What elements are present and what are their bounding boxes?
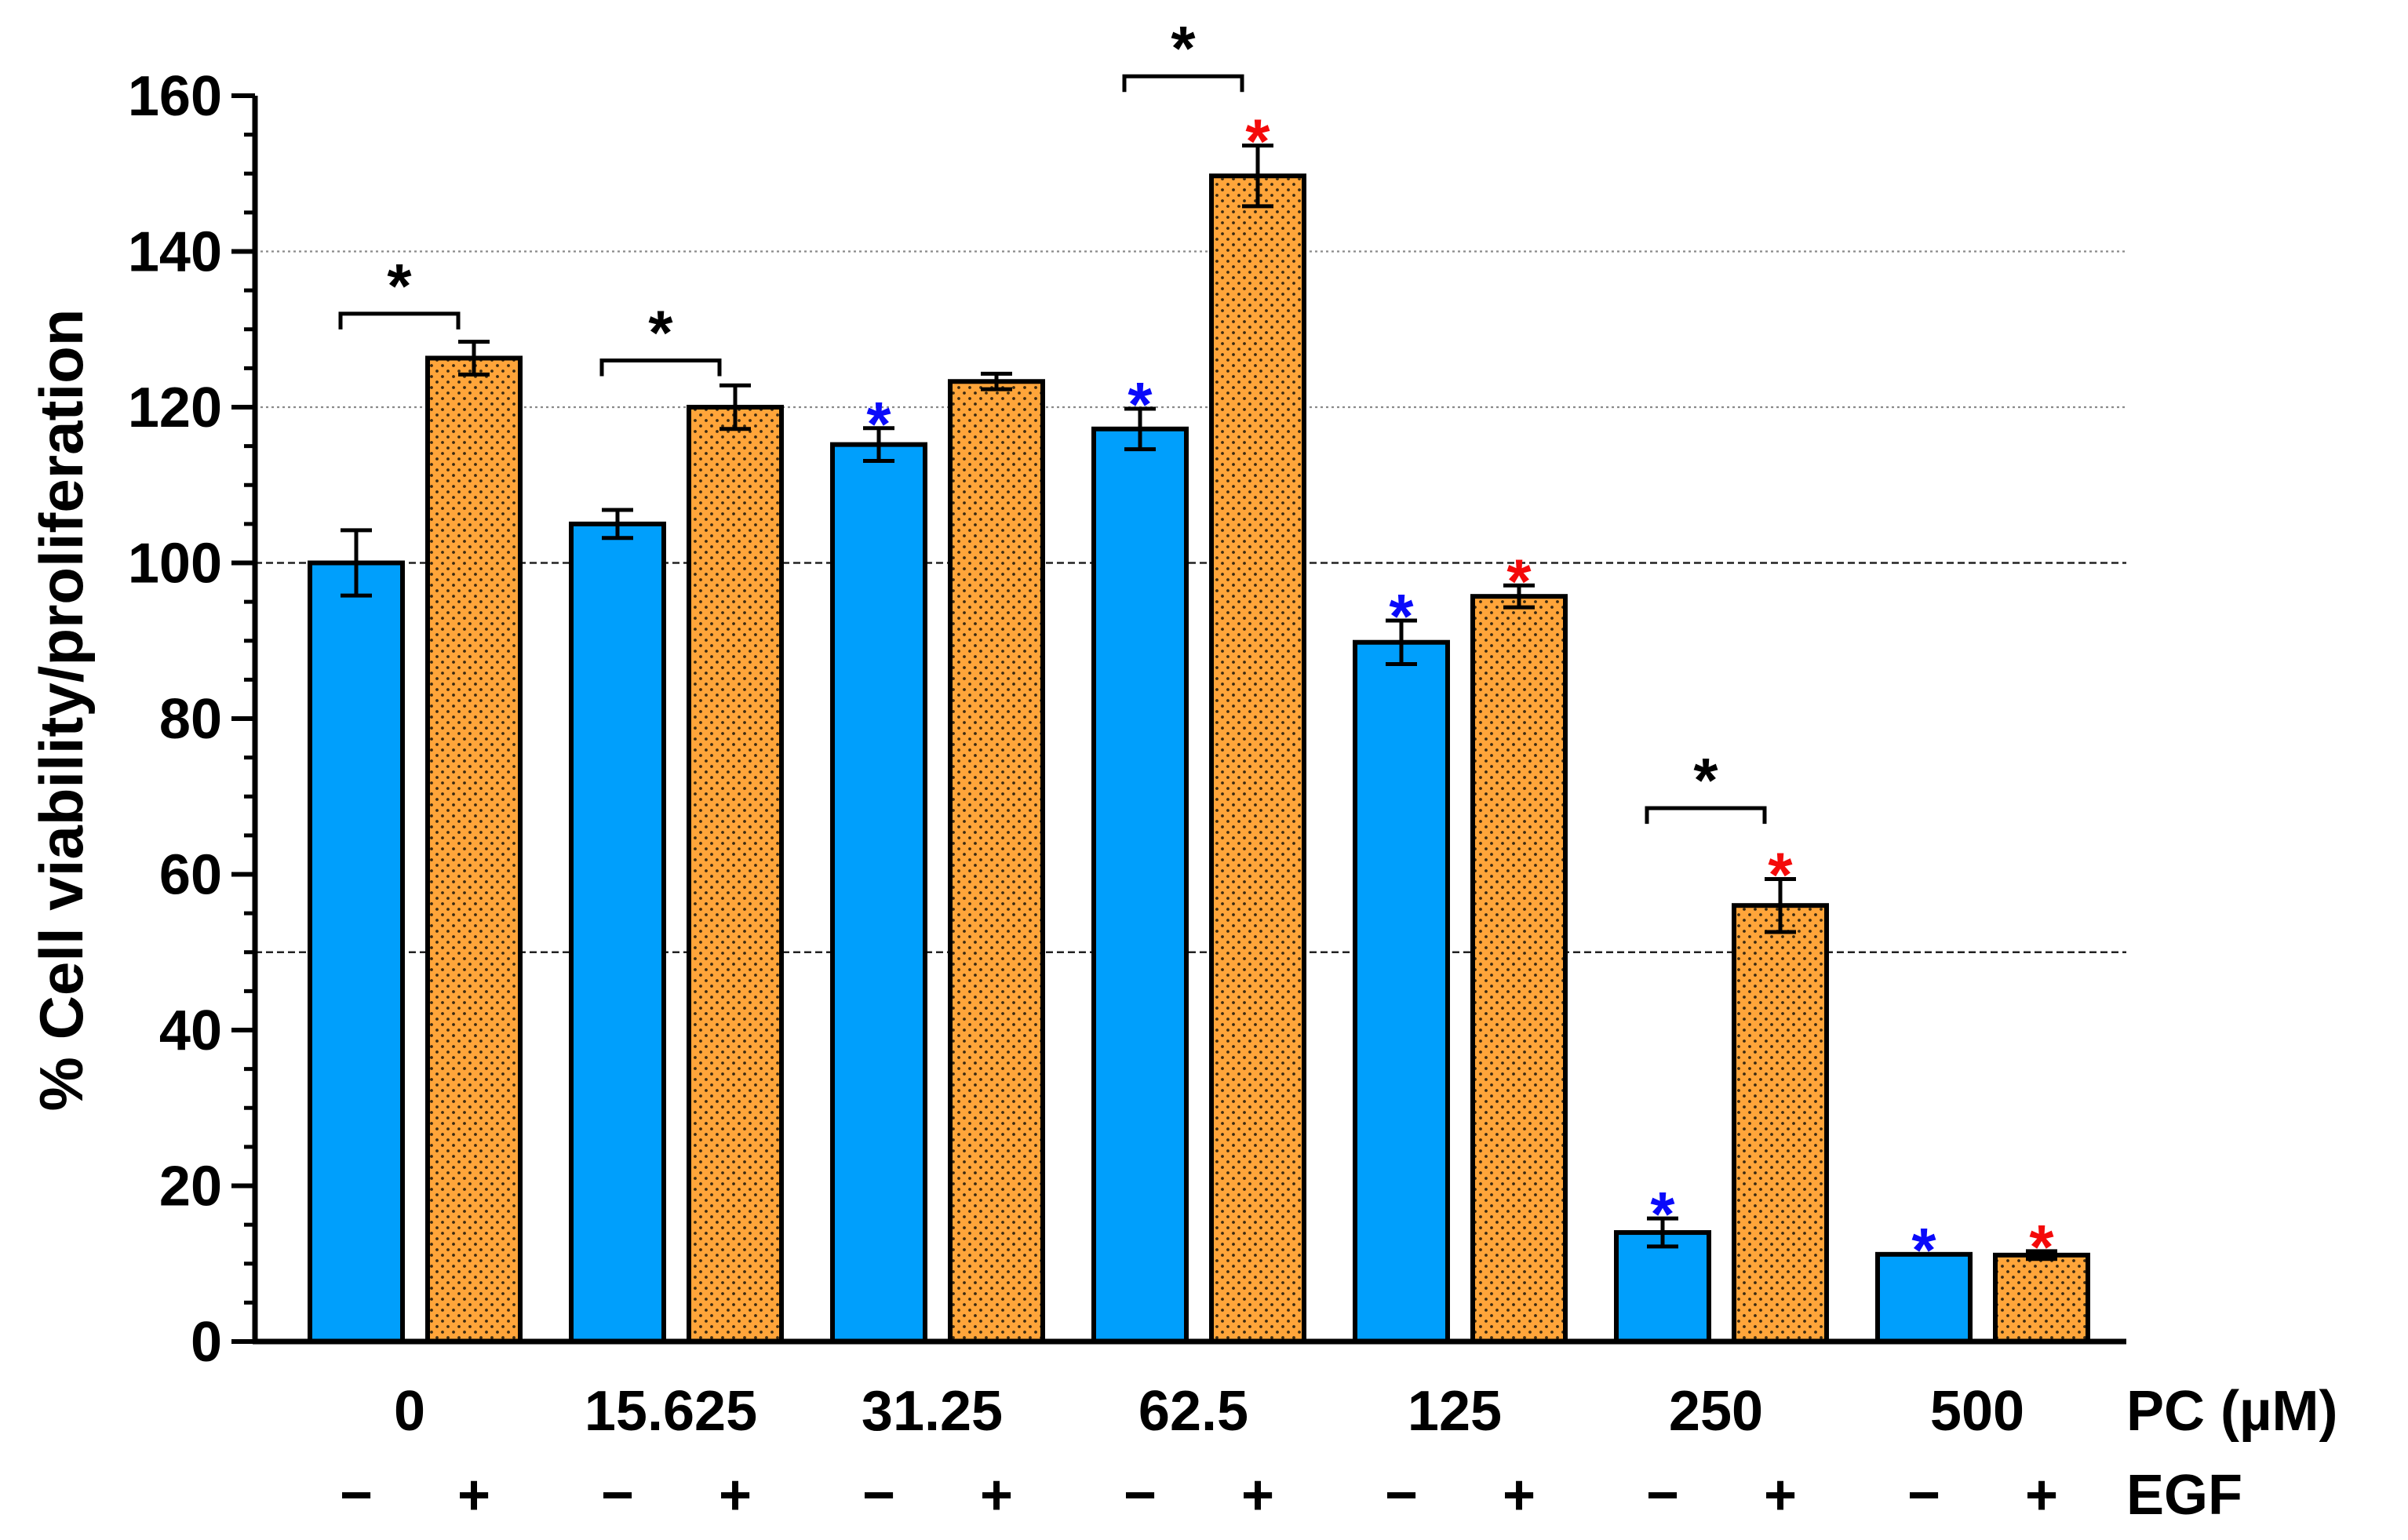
comparison-bracket <box>599 358 722 377</box>
x-category-label: 15.625 <box>585 1380 757 1443</box>
x-category-label: 31.25 <box>862 1380 1003 1443</box>
annotations-group: * * * * * * * * * * * * * <box>338 13 2054 1285</box>
comparison-star: * <box>648 297 673 367</box>
x-category-label: 500 <box>1930 1380 2024 1443</box>
bar-pattern <box>953 384 1040 1339</box>
bar-pattern <box>1998 1257 2086 1339</box>
bar <box>830 442 927 1344</box>
egf-plus: + <box>1241 1464 1274 1527</box>
x-category-label: 62.5 <box>1138 1380 1248 1443</box>
comparison-star: * <box>1171 13 1196 83</box>
comparison-bracket <box>1122 74 1244 93</box>
egf-minus: − <box>1385 1464 1418 1527</box>
y-tick-label: 80 <box>159 688 222 751</box>
x-labels: 0− +15.625− +31.25− +62.5− +125− +250− +500− + <box>340 1380 2058 1527</box>
bar-pattern <box>1736 908 1824 1339</box>
significance-star: * <box>1506 546 1532 616</box>
x-category-label: 250 <box>1669 1380 1763 1443</box>
y-tick-label: 60 <box>159 844 222 907</box>
significance-star: * <box>1389 581 1414 651</box>
bars-group <box>308 173 2090 1345</box>
significance-star: * <box>1245 107 1270 177</box>
y-axis-title: % Cell viability/proliferation <box>27 309 96 1112</box>
y-ticks: 0 20 40 60 80 100 120 140 160 <box>128 65 255 1374</box>
significance-star: * <box>1127 370 1153 439</box>
comparison-star: * <box>1693 745 1718 815</box>
y-tick-label: 0 <box>191 1311 222 1374</box>
y-tick-label: 140 <box>128 221 222 284</box>
egf-minus: − <box>862 1464 895 1527</box>
egf-plus: + <box>980 1464 1013 1527</box>
y-tick-label: 160 <box>128 65 222 128</box>
egf-minus: − <box>1124 1464 1157 1527</box>
y-tick-label: 20 <box>159 1156 222 1218</box>
egf-row-label: EGF <box>2126 1464 2242 1527</box>
significance-star: * <box>2029 1212 2054 1282</box>
bar <box>569 521 666 1344</box>
bar <box>1091 426 1189 1344</box>
significance-star: * <box>1911 1215 1936 1285</box>
bar-pattern <box>691 410 779 1339</box>
comparison-bracket <box>338 311 461 329</box>
y-tick-label: 100 <box>128 533 222 595</box>
error-bars-group <box>341 144 2057 1261</box>
egf-minus: − <box>340 1464 373 1527</box>
egf-minus: − <box>1646 1464 1679 1527</box>
egf-minus: − <box>601 1464 634 1527</box>
y-tick-label: 40 <box>159 999 222 1062</box>
reference-lines <box>255 250 2126 954</box>
x-category-label: 0 <box>394 1380 425 1443</box>
comparison-bracket <box>1645 806 1767 825</box>
significance-star: * <box>1650 1179 1675 1249</box>
x-category-label: 125 <box>1408 1380 1502 1443</box>
comparison-star: * <box>387 251 412 321</box>
egf-plus: + <box>2025 1464 2058 1527</box>
bar-pattern <box>430 360 518 1339</box>
bar <box>1353 639 1450 1344</box>
egf-plus: + <box>719 1464 752 1527</box>
egf-plus: + <box>1764 1464 1797 1527</box>
bar <box>1614 1230 1711 1345</box>
axes-group <box>252 96 2126 1345</box>
egf-minus: − <box>1907 1464 1940 1527</box>
egf-plus: + <box>457 1464 490 1527</box>
bar <box>1875 1251 1973 1344</box>
egf-plus: + <box>1503 1464 1536 1527</box>
significance-star: * <box>866 389 891 459</box>
significance-star: * <box>1768 839 1793 909</box>
bar-pattern <box>1214 178 1302 1339</box>
bar <box>308 560 405 1344</box>
y-tick-label: 120 <box>128 377 222 439</box>
bar-pattern <box>1475 599 1563 1339</box>
pc-row-label: PC (µM) <box>2126 1380 2337 1443</box>
